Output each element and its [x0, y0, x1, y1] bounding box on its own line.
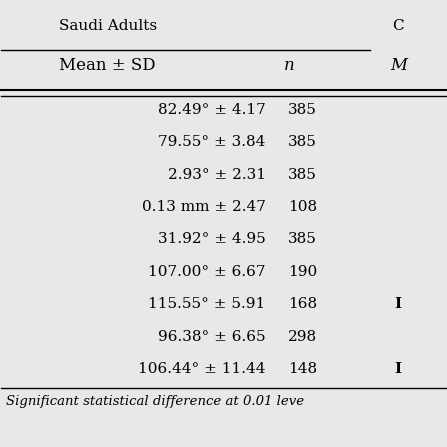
Text: C: C: [392, 19, 404, 33]
Text: I: I: [395, 362, 402, 376]
Text: Saudi Adults: Saudi Adults: [59, 19, 157, 33]
Text: 385: 385: [288, 135, 317, 149]
Text: 31.92° ± 4.95: 31.92° ± 4.95: [158, 232, 266, 246]
Text: 106.44° ± 11.44: 106.44° ± 11.44: [138, 362, 266, 376]
Text: 0.13 mm ± 2.47: 0.13 mm ± 2.47: [142, 200, 266, 214]
Text: 190: 190: [288, 265, 317, 279]
Text: Mean ± SD: Mean ± SD: [59, 57, 156, 74]
Text: Significant statistical difference at 0.01 leve: Significant statistical difference at 0.…: [6, 395, 304, 408]
Text: 82.49° ± 4.17: 82.49° ± 4.17: [158, 103, 266, 117]
Text: 148: 148: [288, 362, 317, 376]
Text: M: M: [390, 57, 407, 74]
Text: 2.93° ± 2.31: 2.93° ± 2.31: [168, 168, 266, 181]
Text: 115.55° ± 5.91: 115.55° ± 5.91: [148, 297, 266, 311]
Text: 385: 385: [288, 168, 317, 181]
Text: 385: 385: [288, 103, 317, 117]
Text: 385: 385: [288, 232, 317, 246]
Text: 298: 298: [288, 330, 317, 344]
Text: 79.55° ± 3.84: 79.55° ± 3.84: [158, 135, 266, 149]
Text: 168: 168: [288, 297, 317, 311]
Text: I: I: [395, 297, 402, 311]
Text: 107.00° ± 6.67: 107.00° ± 6.67: [148, 265, 266, 279]
Text: 108: 108: [288, 200, 317, 214]
Text: n: n: [283, 57, 294, 74]
Text: 96.38° ± 6.65: 96.38° ± 6.65: [158, 330, 266, 344]
